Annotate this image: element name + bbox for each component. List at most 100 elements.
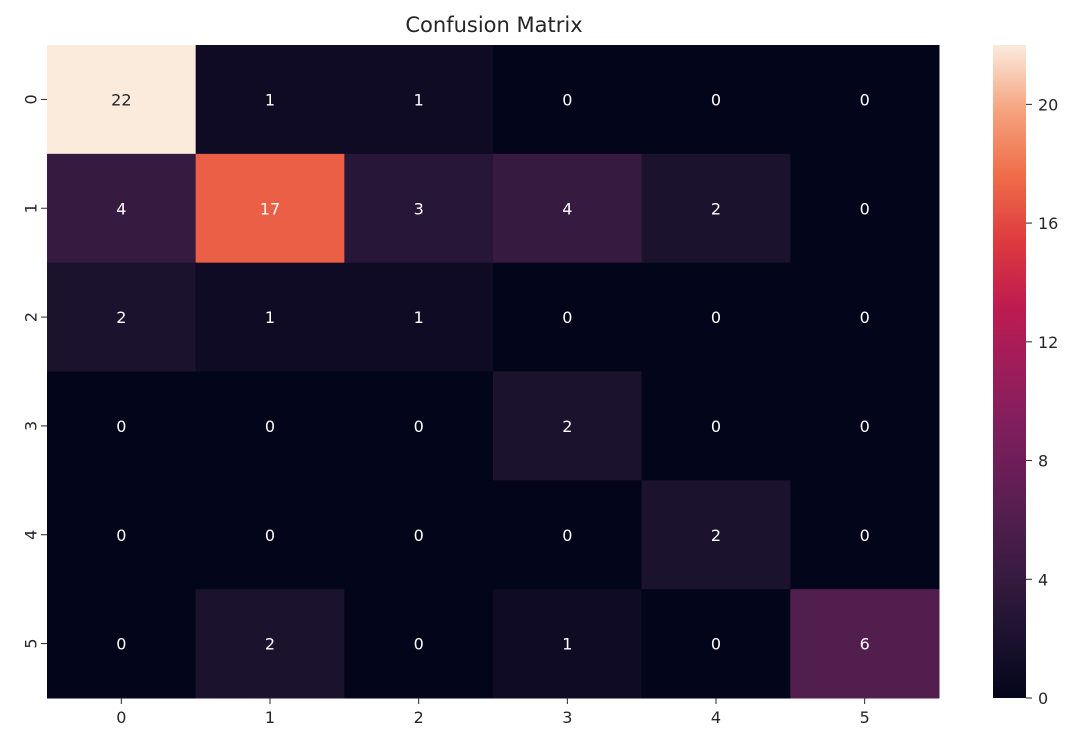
- cell-value-r4-c3: 0: [562, 526, 572, 545]
- heatmap-cell-r1-c0: [47, 153, 197, 264]
- x-tick-label-2: 2: [414, 708, 424, 727]
- heatmap-cell-r0-c4: [641, 45, 791, 155]
- cell-value-r3-c5: 0: [860, 417, 870, 436]
- heatmap-cell-r5-c3: [493, 589, 643, 699]
- heatmap-cell-r4-c0: [47, 480, 197, 590]
- cell-value-r4-c0: 0: [116, 526, 126, 545]
- cell-value-r0-c0: 22: [111, 90, 131, 109]
- heatmap-cell-r3-c0: [47, 371, 197, 481]
- colorbar-tick-label-0: 0: [1038, 689, 1048, 708]
- y-tick-label-4: 4: [22, 530, 41, 540]
- colorbar-tick-label-1: 4: [1038, 570, 1048, 589]
- heatmap-cell-r4-c4: [641, 480, 791, 590]
- heatmap-cell-r5-c0: [47, 589, 197, 699]
- colorbar-tick-label-2: 8: [1038, 452, 1048, 471]
- heatmap-cell-r5-c1: [195, 589, 345, 699]
- heatmap-cell-r0-c3: [493, 45, 643, 155]
- cell-value-r2-c0: 2: [116, 308, 126, 327]
- heatmap-cells: [47, 45, 940, 699]
- x-tick-label-5: 5: [860, 708, 870, 727]
- heatmap-cell-r2-c3: [493, 262, 643, 372]
- cell-value-r1-c5: 0: [860, 199, 870, 218]
- heatmap-cell-r3-c3: [493, 371, 643, 481]
- heatmap-cell-r5-c4: [641, 589, 791, 699]
- colorbar: 0 4 8 12 16 20: [993, 45, 1058, 708]
- y-axis: 0 1 2 3 4 5: [22, 94, 47, 649]
- cell-value-r2-c1: 1: [265, 308, 275, 327]
- cell-value-r5-c3: 1: [562, 635, 572, 654]
- cell-value-r2-c3: 0: [562, 308, 572, 327]
- heatmap-cell-r2-c4: [641, 262, 791, 372]
- cell-value-r1-c4: 2: [711, 199, 721, 218]
- heatmap-cell-r5-c5: [790, 589, 940, 699]
- colorbar-gradient: [993, 45, 1026, 698]
- colorbar-tick-label-4: 16: [1038, 214, 1058, 233]
- cell-value-r3-c1: 0: [265, 417, 275, 436]
- cell-value-r1-c3: 4: [562, 199, 572, 218]
- cell-value-r0-c5: 0: [860, 90, 870, 109]
- cell-value-r1-c0: 4: [116, 199, 126, 218]
- cell-value-r2-c2: 1: [414, 308, 424, 327]
- x-tick-label-1: 1: [265, 708, 275, 727]
- cell-value-r5-c0: 0: [116, 635, 126, 654]
- cell-value-r5-c2: 0: [414, 635, 424, 654]
- cell-value-r5-c4: 0: [711, 635, 721, 654]
- cell-value-r0-c2: 1: [414, 90, 424, 109]
- heatmap-cell-r4-c3: [493, 480, 643, 590]
- x-axis: 0 1 2 3 4 5: [116, 698, 870, 727]
- y-tick-label-3: 3: [22, 421, 41, 431]
- colorbar-ticks: 0 4 8 12 16 20: [1026, 95, 1058, 708]
- heatmap-cell-r1-c1: [195, 153, 345, 264]
- y-tick-label-1: 1: [22, 203, 41, 213]
- heatmap-cell-r3-c5: [790, 371, 940, 481]
- heatmap-cell-r4-c2: [344, 480, 494, 590]
- heatmap-cell-r4-c1: [195, 480, 345, 590]
- heatmap-cell-r4-c5: [790, 480, 940, 590]
- heatmap-cell-r5-c2: [344, 589, 494, 699]
- cell-value-r1-c2: 3: [414, 199, 424, 218]
- heatmap-cell-r1-c5: [790, 153, 940, 264]
- heatmap-cell-r0-c1: [195, 45, 345, 155]
- cell-value-r0-c4: 0: [711, 90, 721, 109]
- heatmap-cell-r2-c5: [790, 262, 940, 372]
- heatmap-cell-r0-c2: [344, 45, 494, 155]
- colorbar-tick-label-5: 20: [1038, 95, 1058, 114]
- heatmap-cell-r1-c3: [493, 153, 643, 264]
- cell-value-r2-c4: 0: [711, 308, 721, 327]
- cell-value-r3-c0: 0: [116, 417, 126, 436]
- heatmap-cell-r3-c2: [344, 371, 494, 481]
- heatmap-cell-r0-c0: [47, 45, 197, 155]
- cell-value-r2-c5: 0: [860, 308, 870, 327]
- cell-value-r3-c2: 0: [414, 417, 424, 436]
- heatmap-cell-r2-c0: [47, 262, 197, 372]
- cell-value-r0-c1: 1: [265, 90, 275, 109]
- cell-value-r4-c5: 0: [860, 526, 870, 545]
- cell-value-r4-c2: 0: [414, 526, 424, 545]
- heatmap-cell-r1-c2: [344, 153, 494, 264]
- y-tick-label-2: 2: [22, 312, 41, 322]
- cell-value-r4-c4: 2: [711, 526, 721, 545]
- heatmap-cell-r2-c1: [195, 262, 345, 372]
- y-tick-label-0: 0: [22, 94, 41, 104]
- cell-value-r5-c5: 6: [860, 635, 870, 654]
- x-tick-label-4: 4: [711, 708, 721, 727]
- cell-value-r3-c3: 2: [562, 417, 572, 436]
- heatmap-cell-r3-c1: [195, 371, 345, 481]
- chart-title: Confusion Matrix: [405, 13, 582, 37]
- x-tick-label-0: 0: [116, 708, 126, 727]
- cell-value-r1-c1: 17: [260, 199, 280, 218]
- heatmap-cell-r3-c4: [641, 371, 791, 481]
- cell-value-r3-c4: 0: [711, 417, 721, 436]
- heatmap-cell-r2-c2: [344, 262, 494, 372]
- heatmap-cell-labels: 22 1 1 0 0 04 17 3 4 2 02 1 1 0 0 00 0 0 2 0 00 0 0 0 2 00 2 0 1 0 6: [111, 90, 870, 653]
- heatmap-cell-r1-c4: [641, 153, 791, 264]
- x-tick-label-3: 3: [562, 708, 572, 727]
- heatmap-cell-r0-c5: [790, 45, 940, 155]
- y-tick-label-5: 5: [22, 638, 41, 648]
- cell-value-r5-c1: 2: [265, 635, 275, 654]
- cell-value-r4-c1: 0: [265, 526, 275, 545]
- colorbar-tick-label-3: 12: [1038, 333, 1058, 352]
- cell-value-r0-c3: 0: [562, 90, 572, 109]
